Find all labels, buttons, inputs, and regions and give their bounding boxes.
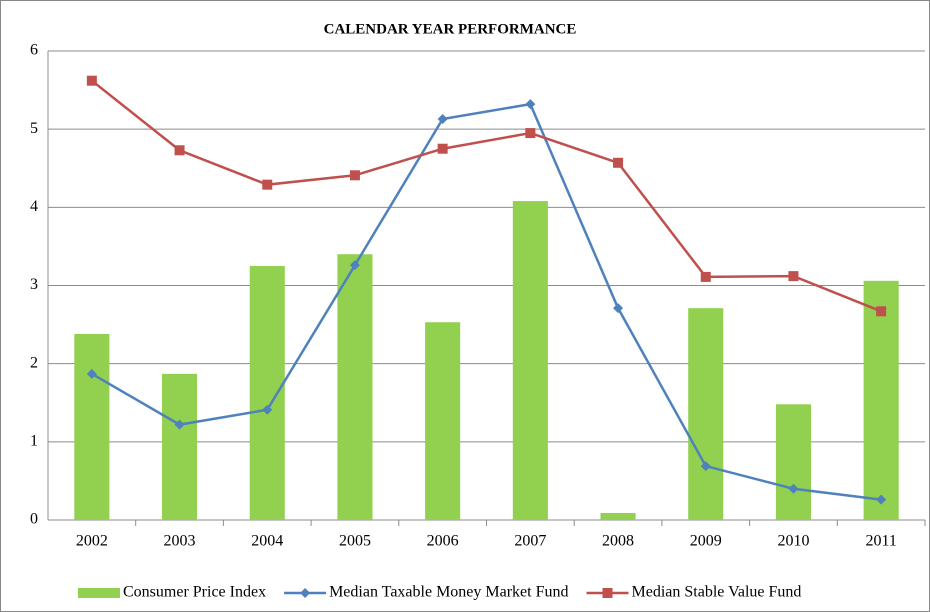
y-tick-label: 1: [30, 433, 38, 450]
marker: [174, 419, 185, 430]
marker: [86, 75, 97, 86]
y-tick-label: 4: [30, 198, 38, 215]
x-tick-label: 2007: [514, 533, 546, 550]
y-tick-label: 6: [30, 42, 38, 59]
marker: [174, 145, 185, 156]
x-tick-label: 2009: [690, 533, 722, 550]
x-tick-label: 2005: [339, 533, 371, 550]
y-tick-label: 0: [30, 511, 38, 528]
y-tick-label: 3: [30, 276, 38, 293]
x-tick-label: 2002: [76, 533, 108, 550]
bar: [775, 404, 811, 520]
marker: [262, 404, 273, 415]
marker: [525, 99, 536, 110]
legend-label: Median Taxable Money Market Fund: [329, 584, 568, 601]
bar: [688, 308, 724, 520]
bar: [162, 373, 198, 520]
marker: [876, 306, 887, 317]
x-tick-label: 2008: [602, 533, 634, 550]
marker: [613, 303, 624, 314]
bar: [249, 265, 285, 520]
line: [91, 79, 882, 313]
marker: [788, 271, 799, 282]
marker: [437, 114, 448, 125]
x-tick-label: 2004: [251, 533, 283, 550]
legend-swatch: [78, 588, 120, 598]
x-tick-label: 2003: [164, 533, 196, 550]
x-tick-label: 2011: [865, 533, 896, 550]
marker: [525, 128, 536, 139]
bar: [337, 254, 373, 520]
line: [91, 102, 882, 501]
bar: [425, 322, 461, 520]
marker: [876, 494, 887, 505]
marker: [437, 143, 448, 154]
x-tick-label: 2010: [777, 533, 809, 550]
y-tick-label: 5: [30, 120, 38, 137]
marker: [86, 368, 97, 379]
legend-marker: [602, 588, 613, 598]
legend-label: Median Stable Value Fund: [632, 584, 802, 601]
marker: [349, 170, 360, 181]
y-tick-label: 2: [30, 354, 38, 371]
marker: [700, 271, 711, 282]
marker: [613, 157, 624, 168]
legend-marker: [300, 588, 311, 598]
bar: [74, 333, 110, 520]
marker: [700, 461, 711, 472]
bar: [512, 201, 548, 520]
legend-label: Consumer Price Index: [123, 584, 266, 601]
marker: [349, 260, 360, 271]
x-tick-label: 2006: [427, 533, 459, 550]
chart-title: CALENDAR YEAR PERFORMANCE: [324, 21, 577, 37]
marker: [262, 179, 273, 190]
bar: [863, 280, 899, 520]
bar: [600, 512, 636, 520]
marker: [788, 483, 799, 494]
